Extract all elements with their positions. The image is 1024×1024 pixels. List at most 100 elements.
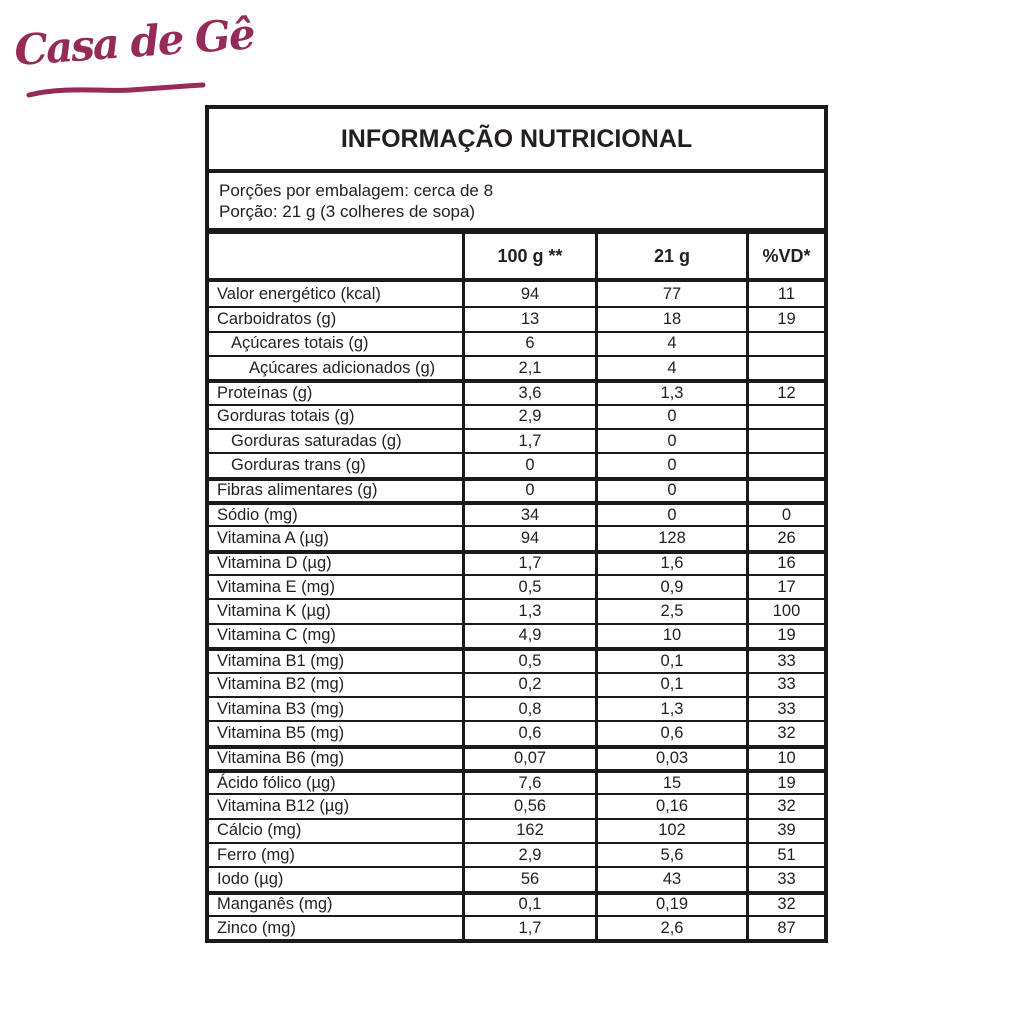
table-row: Gorduras saturadas (g) 1,7 0 [209, 428, 824, 453]
table-row: Vitamina B12 (µg) 0,56 0,16 32 [209, 793, 824, 818]
column-header-100g: 100 g ** [462, 234, 595, 278]
value-100g: 1,3 [462, 600, 595, 623]
value-21g: 5,6 [595, 843, 746, 867]
value-vd: 12 [746, 383, 824, 404]
row-label: Vitamina C (mg) [217, 626, 336, 645]
column-header-row: 100 g ** 21 g %VD* [209, 234, 824, 282]
value-21g: 0 [595, 505, 746, 526]
value-100g: 0,2 [462, 673, 595, 696]
row-label: Vitamina B12 (µg) [217, 796, 350, 815]
value-vd: 16 [746, 553, 824, 575]
table-row: Gorduras totais (g) 2,9 0 [209, 403, 824, 429]
row-label: Açúcares totais (g) [231, 334, 369, 353]
value-100g: 4,9 [462, 624, 595, 648]
row-label: Iodo (µg) [217, 869, 284, 888]
value-100g: 13 [462, 308, 595, 331]
value-vd [746, 430, 824, 453]
row-label: Cálcio (mg) [217, 821, 302, 840]
serving-info: Porções por embalagem: cerca de 8 Porção… [209, 173, 824, 234]
value-100g: 0 [462, 480, 595, 502]
value-100g: 1,7 [462, 430, 595, 453]
value-100g: 94 [462, 527, 595, 550]
value-vd: 26 [746, 527, 824, 550]
table-row: Carboidratos (g) 13 18 19 [209, 306, 824, 331]
value-21g: 0,1 [595, 673, 746, 696]
value-vd: 87 [746, 916, 824, 940]
table-row: Proteínas (g) 3,6 1,3 12 [209, 379, 824, 404]
value-21g: 0,9 [595, 576, 746, 599]
value-100g: 94 [462, 282, 595, 307]
table-row: Fibras alimentares (g) 0 0 [209, 476, 824, 502]
servings-per-package: Porções por embalagem: cerca de 8 [219, 181, 494, 200]
row-label: Gorduras totais (g) [217, 407, 355, 426]
value-100g: 0,07 [462, 748, 595, 769]
value-21g: 102 [595, 819, 746, 842]
value-vd: 32 [746, 795, 824, 818]
nutrition-table: INFORMAÇÃO NUTRICIONAL Porções por embal… [205, 105, 828, 944]
table-row: Vitamina K (µg) 1,3 2,5 100 [209, 598, 824, 623]
value-100g: 1,7 [462, 916, 595, 940]
value-21g: 0 [595, 454, 746, 477]
logo-underline-flourish [26, 82, 206, 98]
value-vd: 100 [746, 600, 824, 623]
value-vd: 32 [746, 894, 824, 915]
value-21g: 10 [595, 624, 746, 648]
row-label: Vitamina D (µg) [217, 554, 332, 573]
row-label: Gorduras trans (g) [231, 456, 366, 475]
table-row: Vitamina B1 (mg) 0,5 0,1 33 [209, 647, 824, 672]
row-label: Vitamina K (µg) [217, 602, 331, 621]
value-100g: 2,9 [462, 843, 595, 867]
row-label: Vitamina A (µg) [217, 529, 329, 548]
value-vd: 39 [746, 819, 824, 842]
row-label: Açúcares adicionados (g) [249, 358, 436, 377]
value-21g: 43 [595, 868, 746, 891]
row-label: Fibras alimentares (g) [217, 481, 378, 500]
brand-logo: Casa de Gê [13, 9, 255, 110]
value-100g: 56 [462, 868, 595, 891]
value-100g: 6 [462, 332, 595, 356]
row-label: Ferro (mg) [217, 845, 295, 864]
nutrition-rows: Valor energético (kcal) 94 77 11 Carboidrato… [209, 282, 824, 940]
value-vd [746, 357, 824, 380]
value-vd: 51 [746, 843, 824, 867]
value-vd [746, 454, 824, 477]
value-21g: 2,5 [595, 600, 746, 623]
value-21g: 0 [595, 405, 746, 429]
value-21g: 1,3 [595, 697, 746, 721]
value-100g: 0,8 [462, 697, 595, 721]
table-row: Iodo (µg) 56 43 33 [209, 866, 824, 891]
table-row: Vitamina B3 (mg) 0,8 1,3 33 [209, 695, 824, 721]
row-label: Vitamina E (mg) [217, 577, 335, 596]
table-row: Vitamina A (µg) 94 128 26 [209, 525, 824, 550]
row-label: Vitamina B5 (mg) [217, 723, 345, 742]
value-vd [746, 480, 824, 502]
value-21g: 18 [595, 308, 746, 331]
table-row: Cálcio (mg) 162 102 39 [209, 817, 824, 842]
row-label: Vitamina B3 (mg) [217, 699, 345, 718]
value-100g: 0,5 [462, 576, 595, 599]
value-100g: 3,6 [462, 383, 595, 404]
value-21g: 1,6 [595, 553, 746, 575]
row-label: Sódio (mg) [217, 505, 298, 524]
table-row: Vitamina E (mg) 0,5 0,9 17 [209, 574, 824, 599]
value-vd [746, 405, 824, 429]
table-row: Manganês (mg) 0,1 0,19 32 [209, 890, 824, 915]
value-vd: 17 [746, 576, 824, 599]
value-21g: 0,6 [595, 722, 746, 745]
value-100g: 0,5 [462, 651, 595, 672]
value-21g: 2,6 [595, 916, 746, 940]
value-vd: 33 [746, 651, 824, 672]
row-label: Vitamina B1 (mg) [217, 651, 345, 670]
value-vd [746, 332, 824, 356]
row-label: Carboidratos (g) [217, 310, 337, 329]
value-100g: 0,6 [462, 722, 595, 745]
value-100g: 162 [462, 819, 595, 842]
value-vd: 19 [746, 772, 824, 794]
row-label: Proteínas (g) [217, 384, 313, 403]
value-21g: 4 [595, 332, 746, 356]
value-100g: 0,56 [462, 795, 595, 818]
value-vd: 33 [746, 673, 824, 696]
row-label: Manganês (mg) [217, 895, 333, 914]
column-header-blank [209, 234, 462, 278]
value-100g: 0,1 [462, 894, 595, 915]
